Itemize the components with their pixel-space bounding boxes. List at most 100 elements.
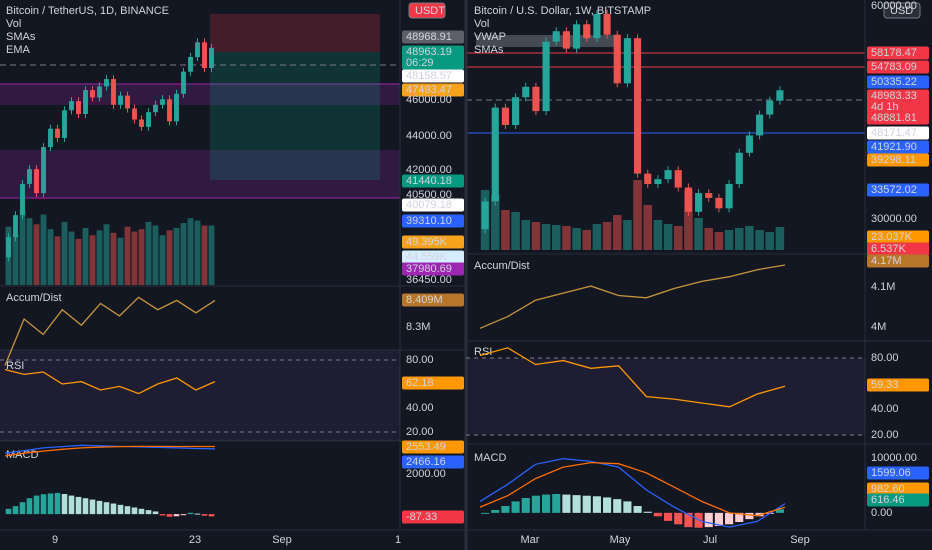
macd-histogram-bar — [12, 506, 19, 515]
candle — [118, 95, 123, 105]
volume-bar — [40, 214, 47, 285]
macd-histogram-bar — [613, 499, 622, 513]
price-tag-label: 37980.69 — [406, 263, 452, 275]
price-tag — [402, 376, 464, 390]
macd-histogram-bar — [82, 498, 89, 515]
price-tag — [867, 254, 929, 268]
macd-histogram-bar — [173, 514, 180, 517]
volume-bar — [501, 210, 510, 250]
macd-histogram-bar — [664, 512, 673, 521]
volume-bar — [145, 221, 152, 285]
volume-bar — [12, 234, 19, 285]
pane-title: RSI — [6, 360, 24, 372]
axis-label: 40.00 — [871, 403, 899, 415]
candle — [153, 104, 158, 113]
price-tag — [402, 510, 464, 524]
candle — [766, 100, 774, 115]
price-tag-label: 2553.49 — [406, 441, 446, 453]
axis-label: 2000.00 — [406, 468, 446, 480]
macd-histogram-bar — [40, 494, 47, 515]
rsi-band — [0, 350, 400, 441]
volume-bar — [663, 224, 673, 250]
candle — [613, 34, 621, 84]
macd-histogram-bar — [159, 514, 166, 516]
volume-bar — [602, 222, 612, 250]
candle — [195, 42, 200, 57]
volume-bar — [124, 226, 131, 285]
price-tag-label: 48963.19 — [406, 46, 452, 58]
price-tag — [867, 89, 929, 103]
candle — [181, 71, 186, 94]
price-tag — [867, 126, 929, 140]
volume-bar — [684, 190, 693, 250]
macd-histogram-bar — [582, 495, 591, 513]
price-tag — [867, 60, 929, 74]
macd-line — [4, 444, 216, 454]
axis-label: 40500.00 — [406, 189, 452, 201]
candle — [491, 107, 499, 202]
volume-bar — [562, 226, 571, 250]
candle — [654, 179, 662, 185]
volume-bar — [201, 225, 208, 285]
macd-histogram-bar — [674, 512, 683, 525]
candle — [481, 201, 489, 230]
candle — [715, 197, 723, 209]
pane-title: Accum/Dist — [6, 292, 62, 304]
macd-histogram-bar — [75, 496, 82, 515]
volume-bar — [775, 227, 785, 250]
signal-line — [479, 461, 786, 517]
macd-histogram-bar — [103, 502, 110, 515]
volume-bar — [89, 235, 96, 285]
price-tag-label: 59.33 — [871, 379, 899, 391]
macd-histogram-bar — [131, 507, 138, 515]
axis-label: 60000.00 — [871, 0, 917, 12]
volume-bar — [653, 220, 663, 250]
candle — [552, 31, 560, 42]
macd-histogram-bar — [54, 492, 61, 515]
time-label: 23 — [189, 534, 201, 546]
legend-item: Vol — [474, 18, 489, 30]
macd-histogram-bar — [684, 512, 693, 528]
macd-histogram-bar — [531, 495, 540, 513]
price-tag-label: 33572.02 — [871, 184, 917, 196]
axis-label: 80.00 — [406, 354, 434, 366]
candle — [209, 47, 214, 69]
macd-histogram-bar — [96, 500, 103, 515]
macd-histogram-bar — [735, 512, 744, 522]
currency-badge-label: USD — [890, 5, 913, 17]
volume-bar — [541, 224, 551, 250]
macd-histogram-bar — [653, 512, 662, 517]
volume-bar — [54, 236, 61, 285]
price-tag-label: 47493.47 — [406, 84, 452, 96]
macd-histogram-bar — [152, 511, 159, 515]
pane-title: RSI — [474, 346, 492, 358]
candle — [623, 38, 631, 84]
candle — [41, 147, 46, 194]
price-tag — [867, 466, 929, 480]
rsi-levels — [0, 357, 865, 436]
macd-histogram-bar — [208, 514, 215, 517]
volume-bar — [26, 218, 33, 285]
candle — [83, 90, 88, 114]
price-tag — [402, 45, 464, 59]
candle — [664, 170, 672, 180]
candle — [756, 114, 764, 136]
macd-histogram-bar — [623, 501, 632, 513]
price-tag-label: 06:29 — [406, 57, 434, 69]
candle — [776, 90, 784, 101]
currency-badge — [883, 2, 921, 19]
candle — [27, 169, 32, 184]
axis-label: 4.1M — [871, 281, 895, 293]
macd-histogram-bar — [117, 504, 124, 515]
price-tag-label: 48983.33 — [871, 90, 917, 102]
zone — [0, 150, 400, 198]
candle — [48, 128, 53, 148]
price-tag — [402, 69, 464, 83]
price-tag — [867, 242, 929, 256]
macd-histogram-bar — [47, 493, 54, 515]
macd-histogram-bar — [201, 514, 208, 516]
volume-bar — [734, 228, 744, 250]
price-tag-label: 48171.47 — [871, 127, 917, 139]
candle — [188, 57, 193, 72]
